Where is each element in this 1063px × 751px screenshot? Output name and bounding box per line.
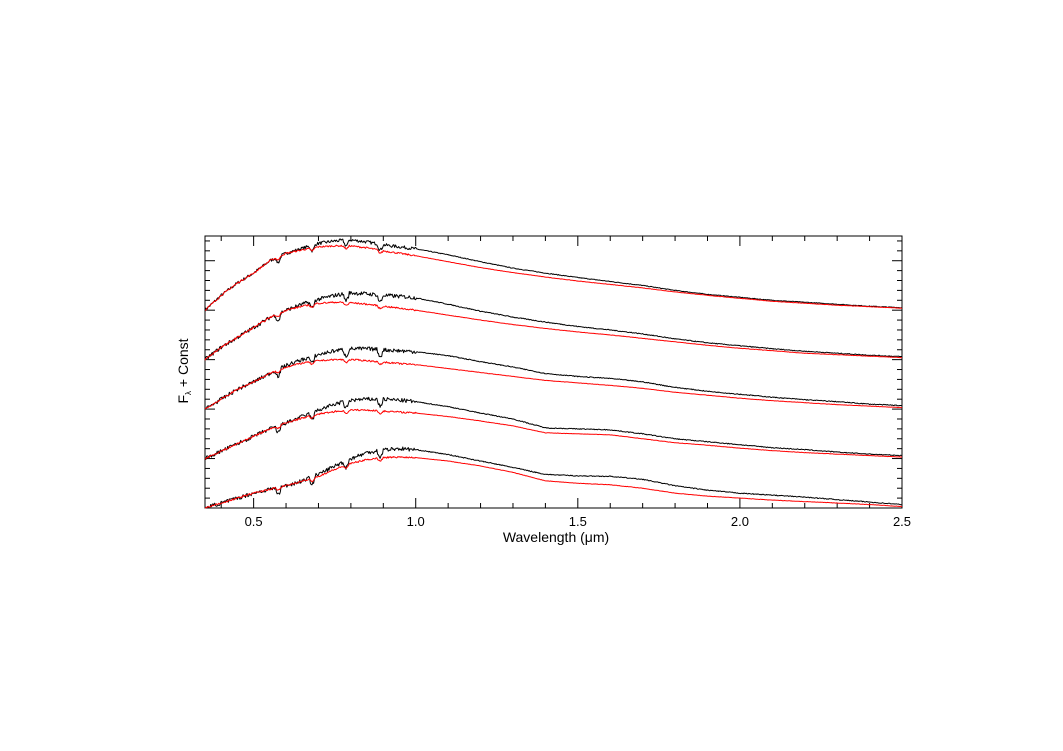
observed-spectrum-1 [204,238,903,312]
x-tick-label: 1.5 [569,514,587,529]
x-tick-label: 2.5 [893,514,911,529]
x-tick-label: 1.0 [407,514,425,529]
observed-spectrum-4 [204,396,903,460]
y-axis-label: Fλ + Const [175,338,193,403]
model-spectrum-5 [204,456,903,509]
spectra-series [204,238,903,509]
axis-ticks [205,236,903,509]
x-tick-label: 0.5 [245,514,263,529]
y-axis-label-rest: + Const [175,338,191,391]
observed-spectrum-3 [204,346,903,410]
x-tick-labels: 0.5 1.0 1.5 2.0 2.5 [245,514,911,529]
model-spectrum-4 [204,408,903,460]
y-axis-label-subscript: λ [184,391,193,395]
x-tick-label: 2.0 [731,514,749,529]
y-axis-label-main: F [175,395,191,404]
model-spectrum-3 [204,358,903,410]
observed-spectrum-5 [204,446,903,509]
plot-frame [204,235,903,509]
x-axis-label: Wavelength (μm) [503,529,609,545]
model-spectrum-1 [205,244,903,311]
observed-spectrum-2 [204,290,902,360]
model-spectrum-2 [204,301,903,361]
